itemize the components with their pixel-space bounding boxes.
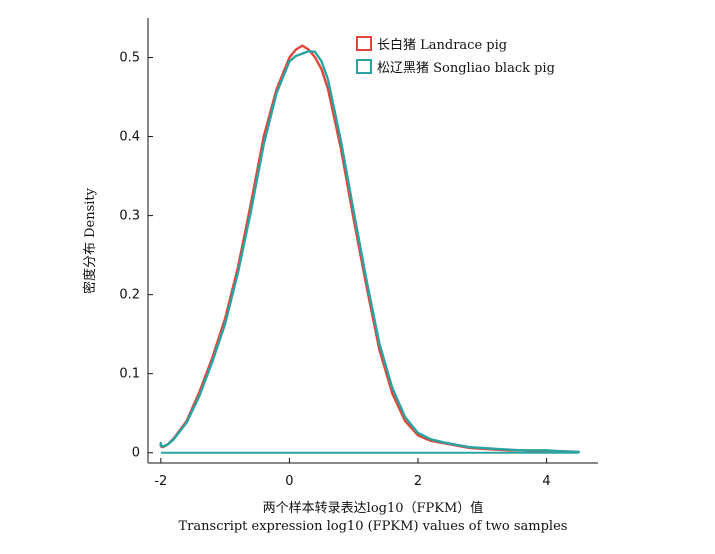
y-tick-label: 0.3 bbox=[119, 209, 140, 224]
y-tick-label: 0.4 bbox=[119, 130, 140, 145]
legend: 长白猪 Landrace pig 松辽黑猪 Songliao black pig bbox=[356, 36, 555, 76]
x-axis-ticks: -2 0 2 4 bbox=[154, 458, 551, 489]
x-tick-label: 2 bbox=[414, 474, 422, 489]
series-line-songliao bbox=[159, 50, 580, 454]
series-layer bbox=[159, 44, 580, 454]
y-tick-label: 0.1 bbox=[119, 367, 140, 382]
legend-swatch-songliao bbox=[356, 59, 372, 74]
series-line-landrace bbox=[159, 44, 580, 454]
legend-swatch-landrace bbox=[356, 36, 372, 51]
y-axis-title: 密度分布 Density bbox=[82, 187, 98, 294]
x-axis-title-en: Transcript expression log10 (FPKM) value… bbox=[179, 519, 568, 534]
legend-label-landrace: 长白猪 Landrace pig bbox=[377, 37, 507, 53]
y-tick-label: 0 bbox=[132, 446, 140, 461]
x-tick-label: 4 bbox=[542, 474, 550, 489]
x-tick-label: 0 bbox=[285, 474, 293, 489]
y-axis-ticks: 0 0.1 0.2 0.3 0.4 0.5 bbox=[119, 51, 153, 461]
x-tick-label: -2 bbox=[154, 474, 167, 489]
legend-label-songliao: 松辽黑猪 Songliao black pig bbox=[377, 61, 555, 76]
y-tick-label: 0.2 bbox=[119, 288, 140, 303]
x-axis-title-cn: 两个样本转录表达log10（FPKM）值 bbox=[263, 500, 484, 516]
y-tick-label: 0.5 bbox=[119, 51, 140, 66]
